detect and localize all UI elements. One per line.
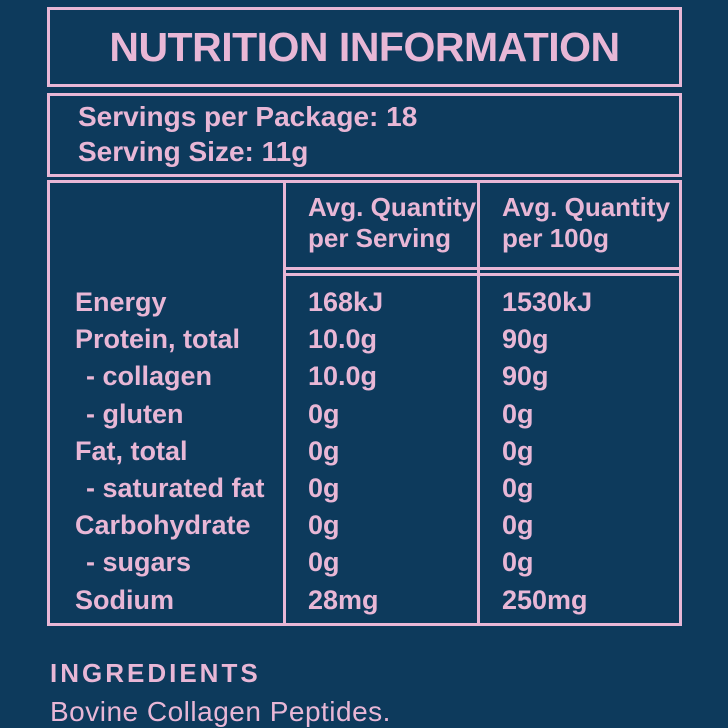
serving-size: Serving Size: 11g [78,136,309,167]
nutrient-name: - collagen [86,361,213,392]
value-per-100g: 90g [502,324,549,355]
table-row: Carbohydrate 0g 0g [50,507,679,544]
value-per-100g: 0g [502,473,534,504]
value-per-serving: 0g [308,547,340,578]
value-per-100g: 0g [502,435,534,466]
servings-per-package: Servings per Package: 18 [78,101,418,132]
nutrient-name: Carbohydrate [75,510,251,541]
ingredients-heading: INGREDIENTS [50,658,261,688]
nutrition-title: NUTRITION INFORMATION [109,23,620,70]
value-per-serving: 0g [308,510,340,541]
table-row: - saturated fat 0g 0g [50,470,679,507]
title-box: NUTRITION INFORMATION [47,7,682,87]
value-per-serving: 0g [308,398,340,429]
column-header-per-serving: Avg. Quantity per Serving [286,183,480,267]
table-row: - collagen 10.0g 90g [50,358,679,395]
column-header-per-100g: Avg. Quantity per 100g [480,183,679,267]
table-row: Sodium 28mg 250mg [50,582,679,619]
table-row: Fat, total 0g 0g [50,433,679,470]
column-header-line: per Serving [308,223,452,253]
nutrient-name: Fat, total [75,435,188,466]
nutrient-name: Sodium [75,584,174,615]
table-rows: Energy 168kJ 1530kJ Protein, total 10.0g… [50,284,679,619]
nutrient-name: - sugars [86,547,192,578]
header-spacer [50,183,286,267]
value-per-100g: 1530kJ [502,287,593,317]
table-row: - sugars 0g 0g [50,544,679,581]
nutrient-name: - saturated fat [86,473,265,504]
value-per-100g: 90g [502,361,549,392]
value-per-serving: 28mg [308,584,379,615]
column-header-line: Avg. Quantity [308,192,477,222]
servings-box: Servings per Package: 18 Serving Size: 1… [47,93,682,177]
value-per-100g: 0g [502,547,534,578]
value-per-serving: 0g [308,435,340,466]
column-divider-1 [283,183,286,623]
value-per-100g: 0g [502,398,534,429]
table-header-row: Avg. Quantity per Serving Avg. Quantity … [50,183,679,267]
table-row: Energy 168kJ 1530kJ [50,284,679,321]
nutrient-name: - gluten [86,398,184,429]
header-separator-inner [283,273,679,276]
table-row: Protein, total 10.0g 90g [50,321,679,358]
value-per-serving: 0g [308,473,340,504]
column-header-line: Avg. Quantity [502,192,671,222]
column-divider-2 [477,183,480,623]
ingredients-text: Bovine Collagen Peptides. [50,696,391,727]
value-per-serving: 168kJ [308,287,384,317]
nutrition-table: Avg. Quantity per Serving Avg. Quantity … [47,180,682,626]
value-per-100g: 250mg [502,584,588,615]
table-row: - gluten 0g 0g [50,396,679,433]
nutrient-name: Protein, total [75,324,241,355]
column-header-line: per 100g [502,223,609,253]
ingredients-section: INGREDIENTS Bovine Collagen Peptides. [50,658,391,728]
nutrient-name: Energy [75,287,167,317]
value-per-serving: 10.0g [308,324,378,355]
header-separator-outer [283,267,679,270]
value-per-serving: 10.0g [308,361,378,392]
value-per-100g: 0g [502,510,534,541]
